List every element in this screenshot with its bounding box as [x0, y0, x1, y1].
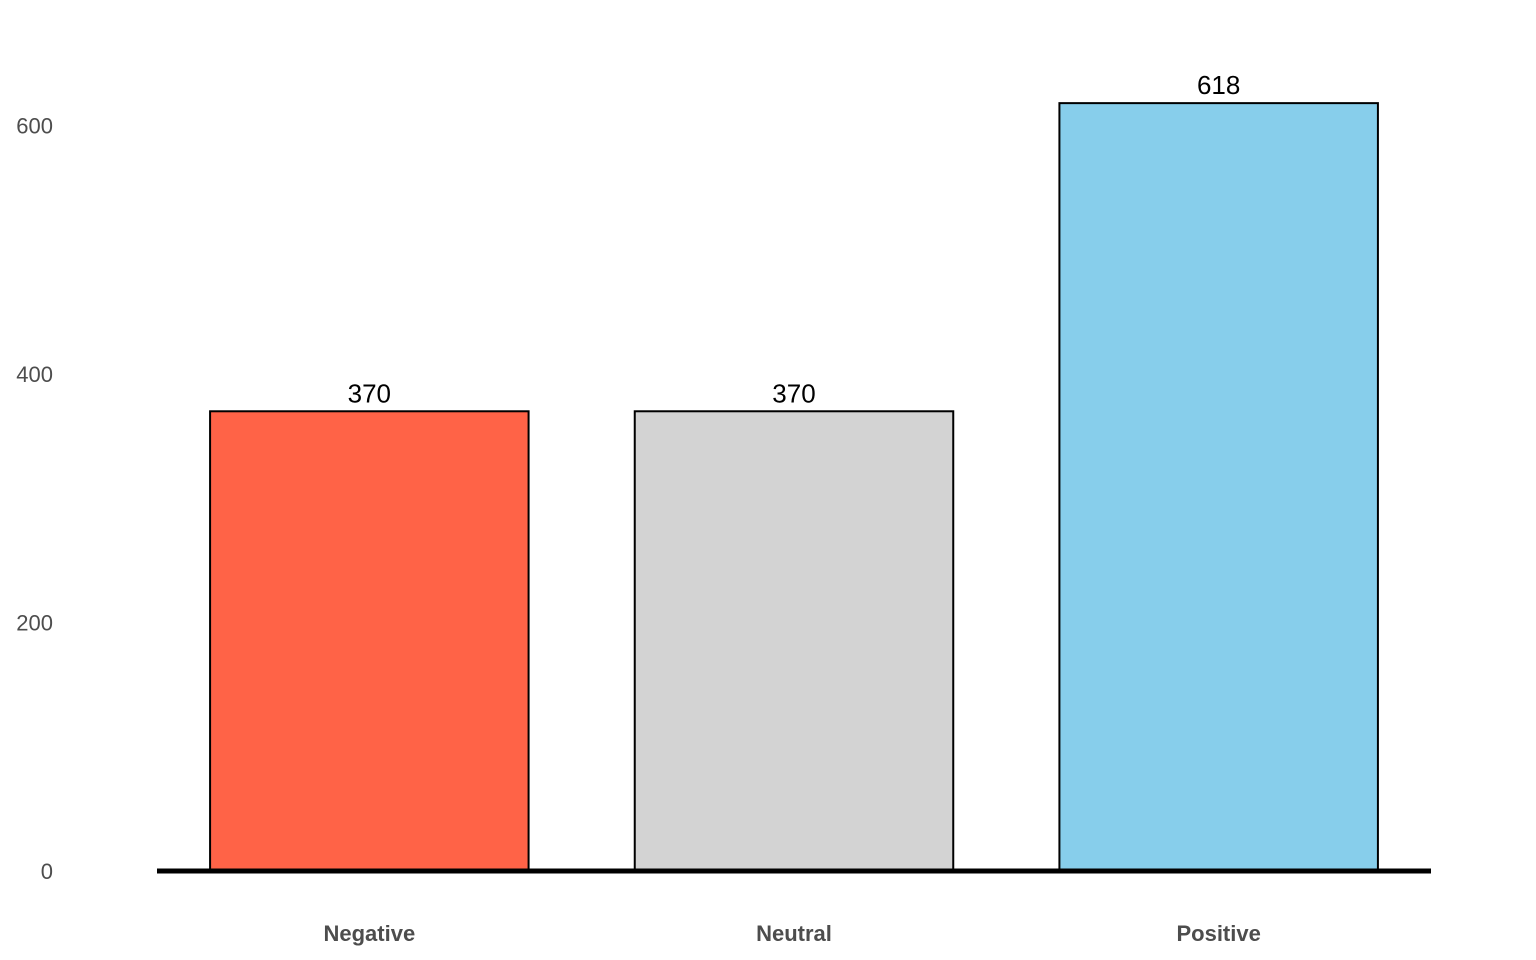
y-tick-label: 0 — [41, 859, 53, 884]
bar-value-label: 618 — [1197, 70, 1240, 100]
bar-negative — [209, 410, 530, 872]
bar-neutral — [633, 410, 955, 872]
x-tick-label: Positive — [1176, 921, 1260, 946]
x-tick-label: Neutral — [756, 921, 832, 946]
bar-positive — [1058, 102, 1379, 872]
bars — [209, 102, 1379, 872]
y-tick-label: 600 — [16, 114, 53, 139]
x-axis: Negative Neutral Positive — [157, 868, 1431, 946]
bar-value-label: 370 — [348, 378, 391, 408]
bar-labels: 370 370 618 — [348, 70, 1241, 408]
x-tick-label: Negative — [323, 921, 415, 946]
bar-value-label: 370 — [772, 378, 815, 408]
y-tick-label: 400 — [16, 362, 53, 387]
y-axis: 0 200 400 600 — [16, 114, 53, 885]
y-tick-label: 200 — [16, 611, 53, 636]
